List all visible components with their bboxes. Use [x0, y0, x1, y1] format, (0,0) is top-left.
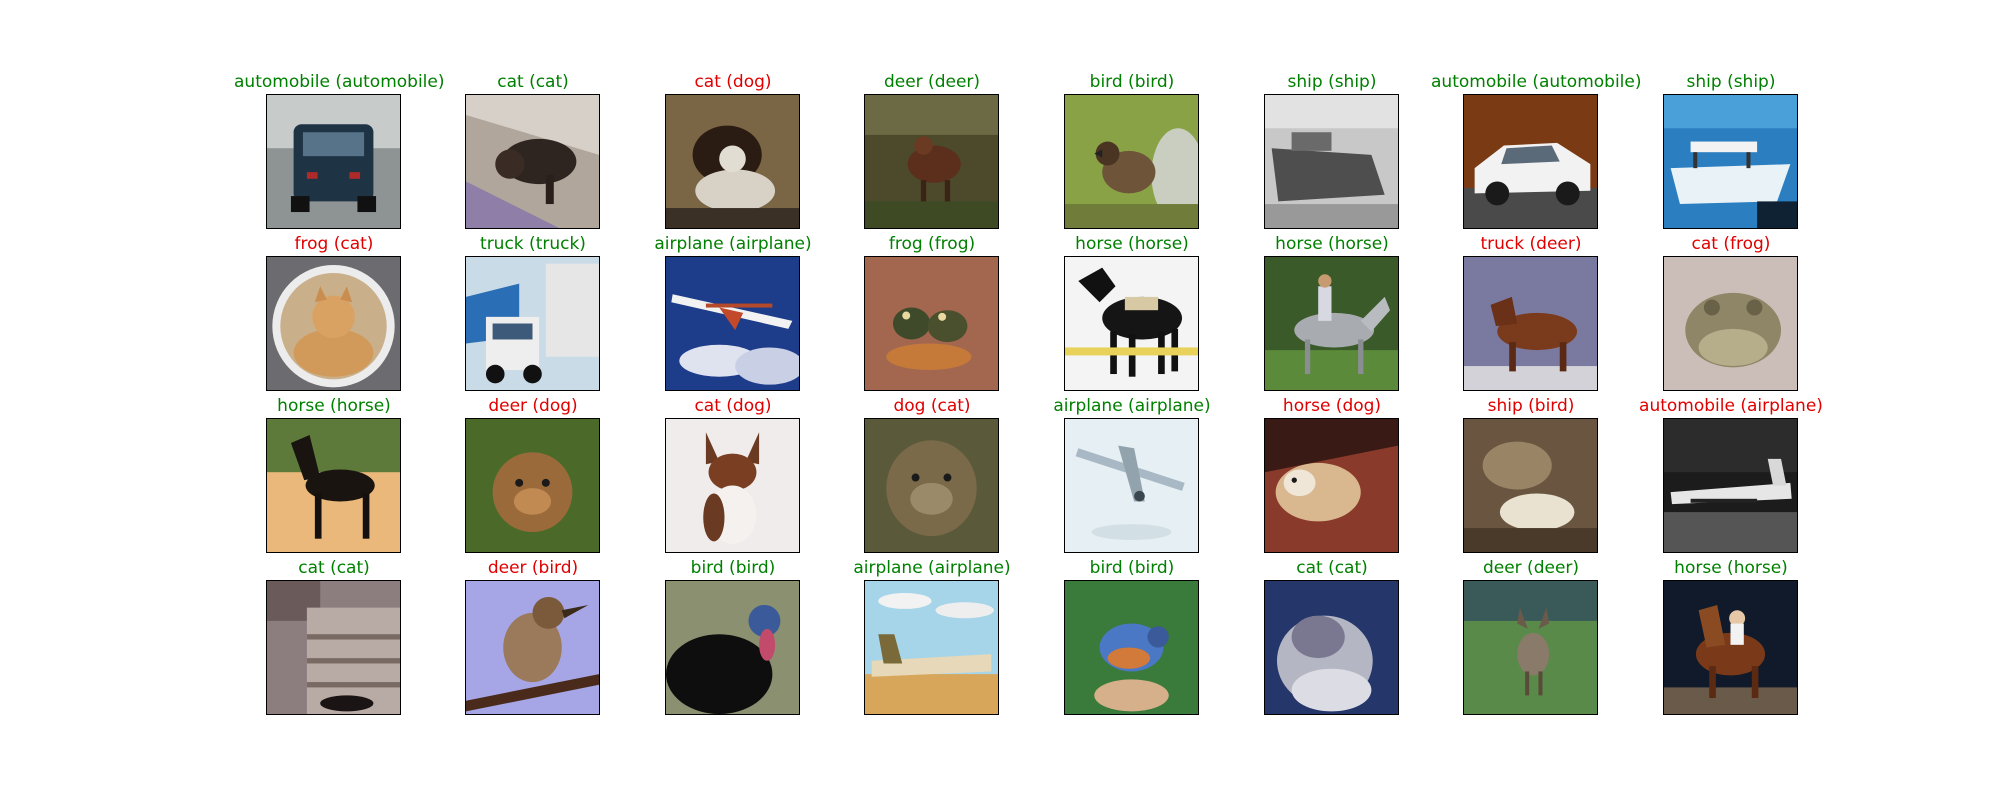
airplane-photo-icon	[864, 580, 999, 715]
sample-caption: horse (horse)	[1275, 234, 1389, 254]
horse-photo-icon	[1264, 256, 1399, 391]
horse-photo-icon	[1064, 256, 1199, 391]
sample-caption: automobile (automobile)	[1431, 72, 1642, 92]
sample-caption: cat (dog)	[694, 396, 772, 416]
sample-caption: ship (ship)	[1686, 72, 1776, 92]
sample-caption: ship (ship)	[1287, 72, 1377, 92]
sample-caption: airplane (airplane)	[1053, 396, 1211, 416]
bird-photo-icon	[1064, 94, 1199, 229]
sample-caption: bird (bird)	[1089, 558, 1175, 578]
sample-caption: cat (dog)	[694, 72, 772, 92]
sample-caption: airplane (airplane)	[654, 234, 812, 254]
bird-photo-icon	[465, 580, 600, 715]
sample-caption: cat (cat)	[497, 72, 569, 92]
sample-caption: deer (dog)	[488, 396, 578, 416]
dog-photo-icon	[665, 94, 800, 229]
airplane-photo-icon	[665, 256, 800, 391]
horse-photo-icon	[1663, 580, 1798, 715]
sample-caption: dog (cat)	[893, 396, 971, 416]
frog-photo-icon	[864, 256, 999, 391]
horse-photo-icon	[266, 418, 401, 553]
sample-caption: horse (horse)	[1674, 558, 1788, 578]
sample-caption: deer (deer)	[1482, 558, 1580, 578]
car-photo-icon	[1463, 94, 1598, 229]
sample-caption: bird (bird)	[690, 558, 776, 578]
sample-caption: deer (deer)	[883, 72, 981, 92]
sample-caption: frog (cat)	[294, 234, 374, 254]
sample-caption: airplane (airplane)	[853, 558, 1011, 578]
sample-caption: automobile (automobile)	[234, 72, 445, 92]
cat-photo-icon	[266, 580, 401, 715]
cat-photo-icon	[465, 94, 600, 229]
deer-photo-icon	[1463, 580, 1598, 715]
sample-caption: frog (frog)	[888, 234, 976, 254]
car-photo-icon	[266, 94, 401, 229]
bird-photo-icon	[1064, 580, 1199, 715]
deer-photo-icon	[864, 94, 999, 229]
sample-caption: bird (bird)	[1089, 72, 1175, 92]
ship-photo-icon	[1264, 94, 1399, 229]
airplane-photo-icon	[1064, 418, 1199, 553]
sample-caption: automobile (airplane)	[1639, 396, 1823, 416]
sample-caption: truck (deer)	[1480, 234, 1582, 254]
frog-photo-icon	[1663, 256, 1798, 391]
sample-caption: horse (dog)	[1282, 396, 1382, 416]
bird-photo-icon	[665, 580, 800, 715]
deer-photo-icon	[1463, 256, 1598, 391]
sample-caption: cat (frog)	[1691, 234, 1771, 254]
cat-photo-icon	[864, 418, 999, 553]
sample-caption: cat (cat)	[1296, 558, 1368, 578]
cat-photo-icon	[266, 256, 401, 391]
airplane-photo-icon	[1663, 418, 1798, 553]
ship-photo-icon	[1663, 94, 1798, 229]
sample-caption: cat (cat)	[298, 558, 370, 578]
cat-photo-icon	[1264, 580, 1399, 715]
sample-caption: ship (bird)	[1487, 396, 1575, 416]
bird-photo-icon	[1463, 418, 1598, 553]
sample-caption: horse (horse)	[277, 396, 391, 416]
sample-caption: truck (truck)	[480, 234, 586, 254]
truck-photo-icon	[465, 256, 600, 391]
dog-photo-icon	[465, 418, 600, 553]
dog-photo-icon	[665, 418, 800, 553]
dog-photo-icon	[1264, 418, 1399, 553]
sample-caption: horse (horse)	[1075, 234, 1189, 254]
sample-caption: deer (bird)	[487, 558, 579, 578]
